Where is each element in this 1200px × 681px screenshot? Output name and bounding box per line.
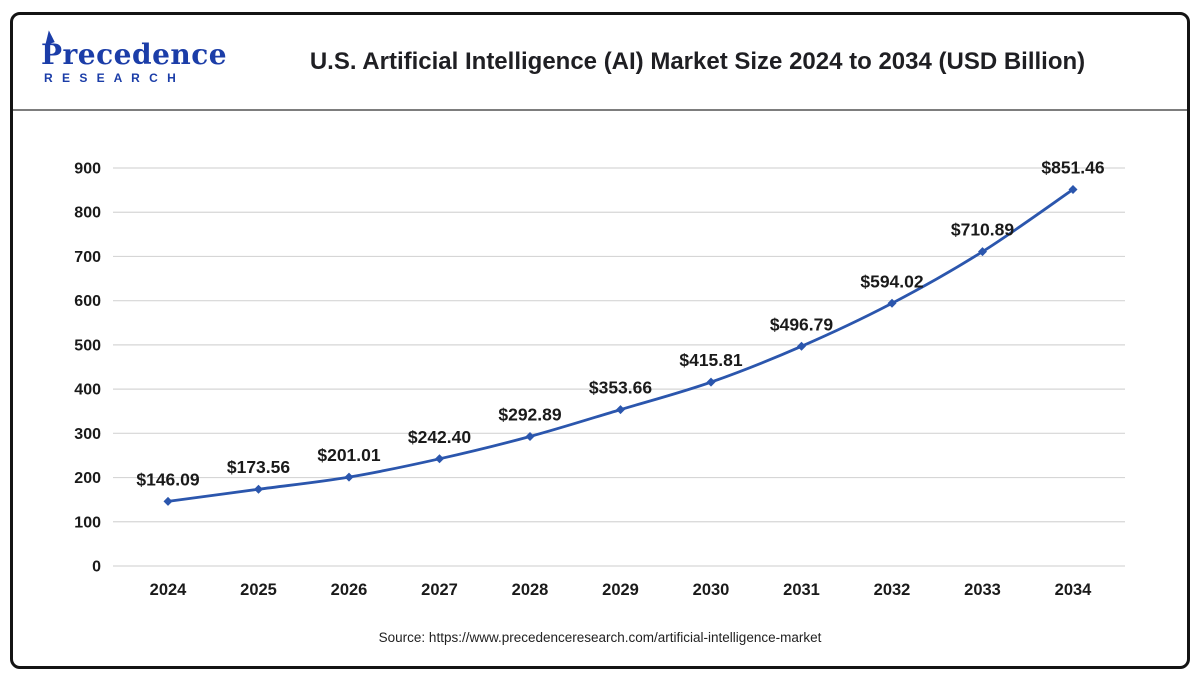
svg-text:400: 400 — [74, 382, 101, 399]
svg-text:2032: 2032 — [874, 581, 911, 599]
svg-text:2034: 2034 — [1055, 581, 1093, 599]
chart-area: 0 100 200 300 400 500 600 700 800 900 2024 2025 2026… — [13, 111, 1187, 645]
svg-text:$496.79: $496.79 — [770, 314, 834, 334]
svg-text:$173.56: $173.56 — [227, 457, 291, 477]
gridlines — [113, 167, 1125, 567]
svg-text:$710.89: $710.89 — [951, 220, 1015, 240]
svg-text:$353.66: $353.66 — [589, 378, 653, 398]
data-point-value-labels: $146.09 $173.56 $201.01 $242.40 $292.89 $353.… — [136, 157, 1105, 489]
svg-text:$146.09: $146.09 — [136, 469, 200, 489]
svg-text:300: 300 — [74, 426, 101, 443]
chart-header: Precedence R E S E A R C H U.S. Artifici… — [13, 15, 1187, 111]
svg-text:$851.46: $851.46 — [1041, 157, 1105, 177]
y-axis-tick-labels: 0 100 200 300 400 500 600 700 800 900 — [74, 161, 101, 576]
svg-text:0: 0 — [92, 559, 101, 576]
svg-text:2024: 2024 — [150, 581, 188, 599]
chart-title: U.S. Artificial Intelligence (AI) Market… — [309, 48, 1086, 75]
logo-text-secondary: R E S E A R C H — [44, 70, 179, 85]
svg-text:2031: 2031 — [783, 581, 820, 599]
svg-text:200: 200 — [74, 470, 101, 487]
logo-text-primary: Precedence — [41, 37, 228, 71]
svg-text:$242.40: $242.40 — [408, 427, 472, 447]
svg-text:500: 500 — [74, 337, 101, 354]
svg-text:$594.02: $594.02 — [860, 271, 924, 291]
x-axis-tick-labels: 2024 2025 2026 2027 2028 2029 2030 2031 2032 2033… — [150, 581, 1093, 599]
chart-card: Precedence R E S E A R C H U.S. Artifici… — [10, 12, 1190, 669]
svg-text:800: 800 — [74, 205, 101, 222]
data-point-markers — [163, 184, 1078, 506]
svg-text:100: 100 — [74, 514, 101, 531]
source-text: Source: https://www.precedenceresearch.c… — [378, 630, 822, 645]
svg-text:$201.01: $201.01 — [317, 445, 381, 465]
svg-text:2029: 2029 — [602, 581, 639, 599]
precedence-research-logo: Precedence R E S E A R C H — [41, 29, 246, 85]
svg-text:2033: 2033 — [964, 581, 1001, 599]
logo-wordmark: Precedence — [41, 29, 246, 71]
svg-text:2030: 2030 — [693, 581, 730, 599]
data-line — [166, 188, 1075, 503]
svg-text:2028: 2028 — [512, 581, 549, 599]
svg-text:600: 600 — [74, 293, 101, 310]
svg-text:2025: 2025 — [240, 581, 277, 599]
svg-text:2026: 2026 — [331, 581, 368, 599]
svg-text:$415.81: $415.81 — [679, 350, 743, 370]
market-size-line-chart: 0 100 200 300 400 500 600 700 800 900 2024 2025 2026… — [74, 157, 1125, 599]
svg-text:$292.89: $292.89 — [498, 404, 562, 424]
svg-text:700: 700 — [74, 249, 101, 266]
svg-text:900: 900 — [74, 161, 101, 178]
svg-text:2027: 2027 — [421, 581, 458, 599]
